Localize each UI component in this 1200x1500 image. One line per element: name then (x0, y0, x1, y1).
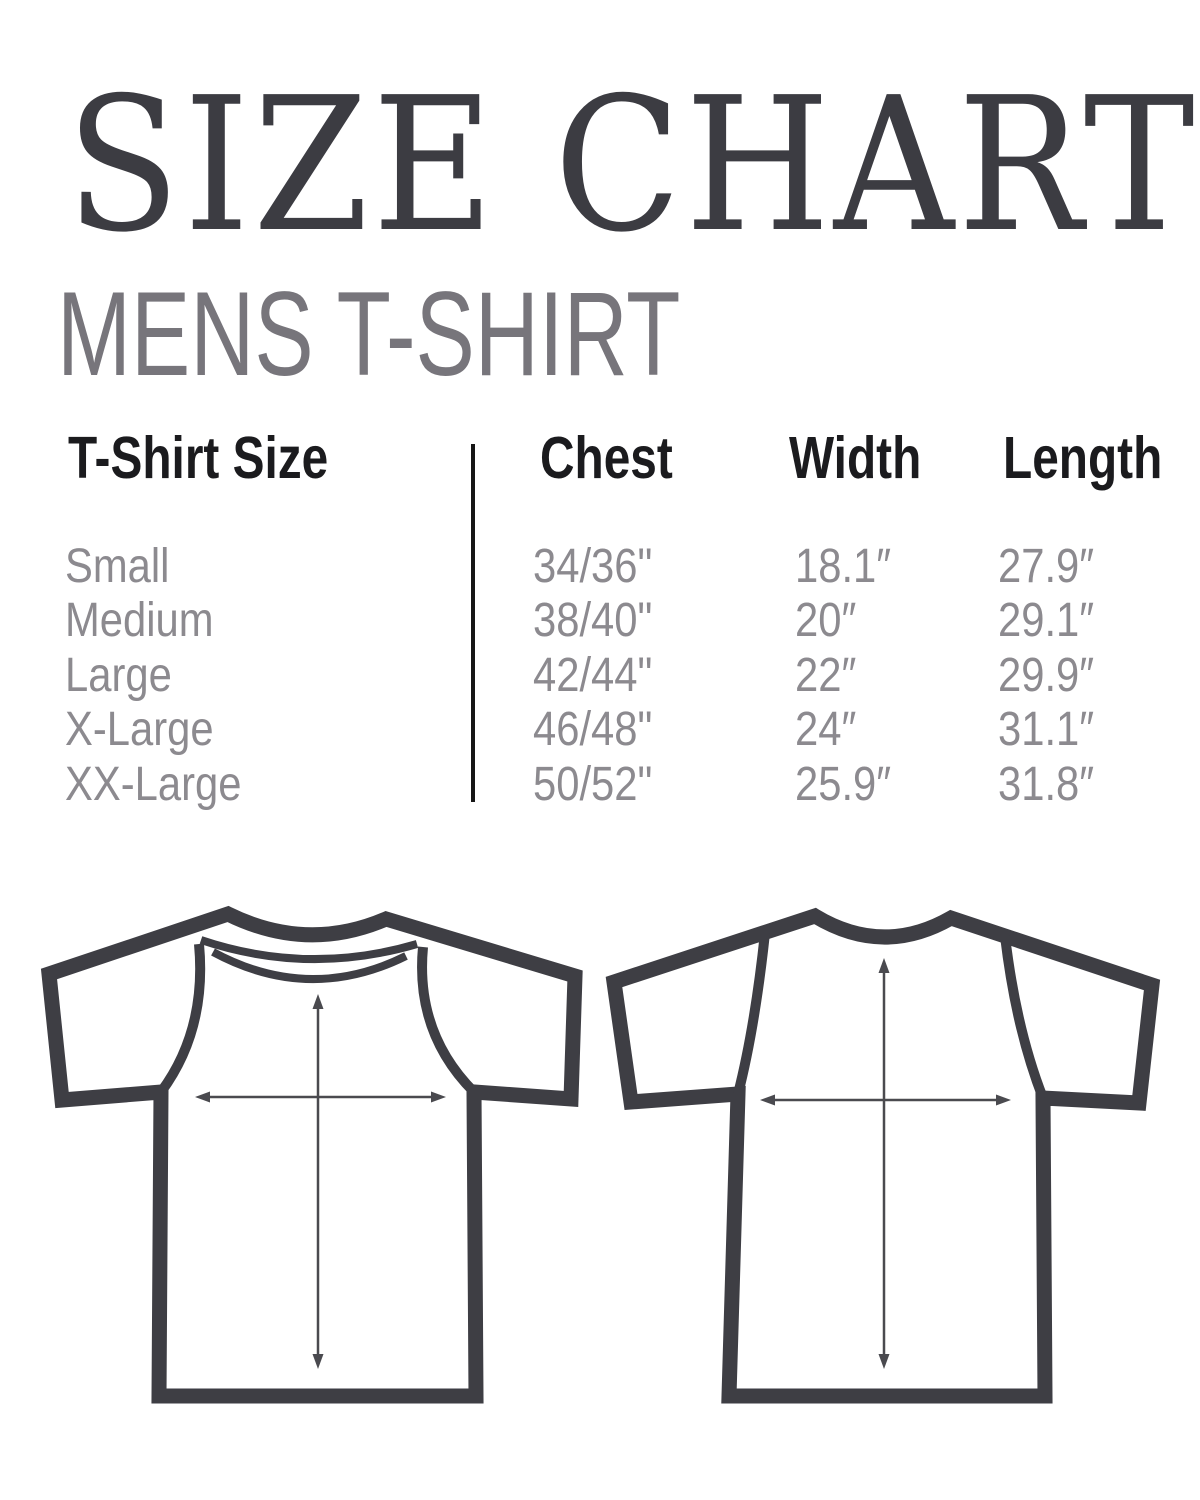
table-vertical-divider (471, 444, 475, 802)
length-arrow (878, 958, 890, 1369)
length-arrow (312, 994, 324, 1369)
width-cell: 25.9″ (795, 758, 892, 811)
table-row: XX-Large 50/52" 25.9″ 31.8″ (0, 758, 1200, 812)
left-sleeve-seam (156, 943, 206, 1095)
chest-cell: 42/44" (533, 649, 653, 702)
size-cell: Large (65, 649, 172, 702)
width-arrow (195, 1091, 446, 1103)
right-sleeve-seam (1000, 935, 1048, 1100)
chest-cell: 46/48" (533, 703, 653, 756)
size-cell: X-Large (65, 703, 214, 756)
page-subtitle: MENS T-SHIRT (57, 267, 681, 401)
table-row: Medium 38/40" 20″ 29.1″ (0, 594, 1200, 648)
table-row: Large 42/44" 22″ 29.9″ (0, 649, 1200, 703)
column-header-chest: Chest (540, 425, 673, 491)
tshirt-front-icon (40, 905, 583, 1404)
tshirt-back-icon (605, 907, 1161, 1404)
tshirt-front-body-outline (40, 905, 583, 1404)
table-row: X-Large 46/48" 24″ 31.1″ (0, 703, 1200, 757)
length-cell: 31.1″ (998, 703, 1095, 756)
left-sleeve-seam (733, 932, 770, 1096)
collar-outer-arc (199, 936, 419, 964)
width-cell: 20″ (795, 594, 857, 647)
width-cell: 18.1″ (795, 540, 892, 593)
table-row: Small 34/36" 18.1″ 27.9″ (0, 540, 1200, 594)
page-title: SIZE CHART (66, 57, 1199, 273)
collar-inner-arc (211, 948, 408, 984)
size-cell: Small (65, 540, 170, 593)
length-cell: 27.9″ (998, 540, 1095, 593)
size-cell: Medium (65, 594, 214, 647)
width-cell: 22″ (795, 649, 857, 702)
size-cell: XX-Large (65, 758, 242, 811)
column-header-width: Width (789, 425, 922, 491)
width-cell: 24″ (795, 703, 857, 756)
width-arrow (760, 1094, 1011, 1106)
length-cell: 29.9″ (998, 649, 1095, 702)
column-header-size: T-Shirt Size (68, 425, 329, 491)
right-sleeve-seam (417, 946, 478, 1096)
chest-cell: 34/36" (533, 540, 653, 593)
column-header-length: Length (1003, 425, 1163, 491)
chest-cell: 50/52" (533, 758, 653, 811)
length-cell: 31.8″ (998, 758, 1095, 811)
length-cell: 29.1″ (998, 594, 1095, 647)
chest-cell: 38/40" (533, 594, 653, 647)
